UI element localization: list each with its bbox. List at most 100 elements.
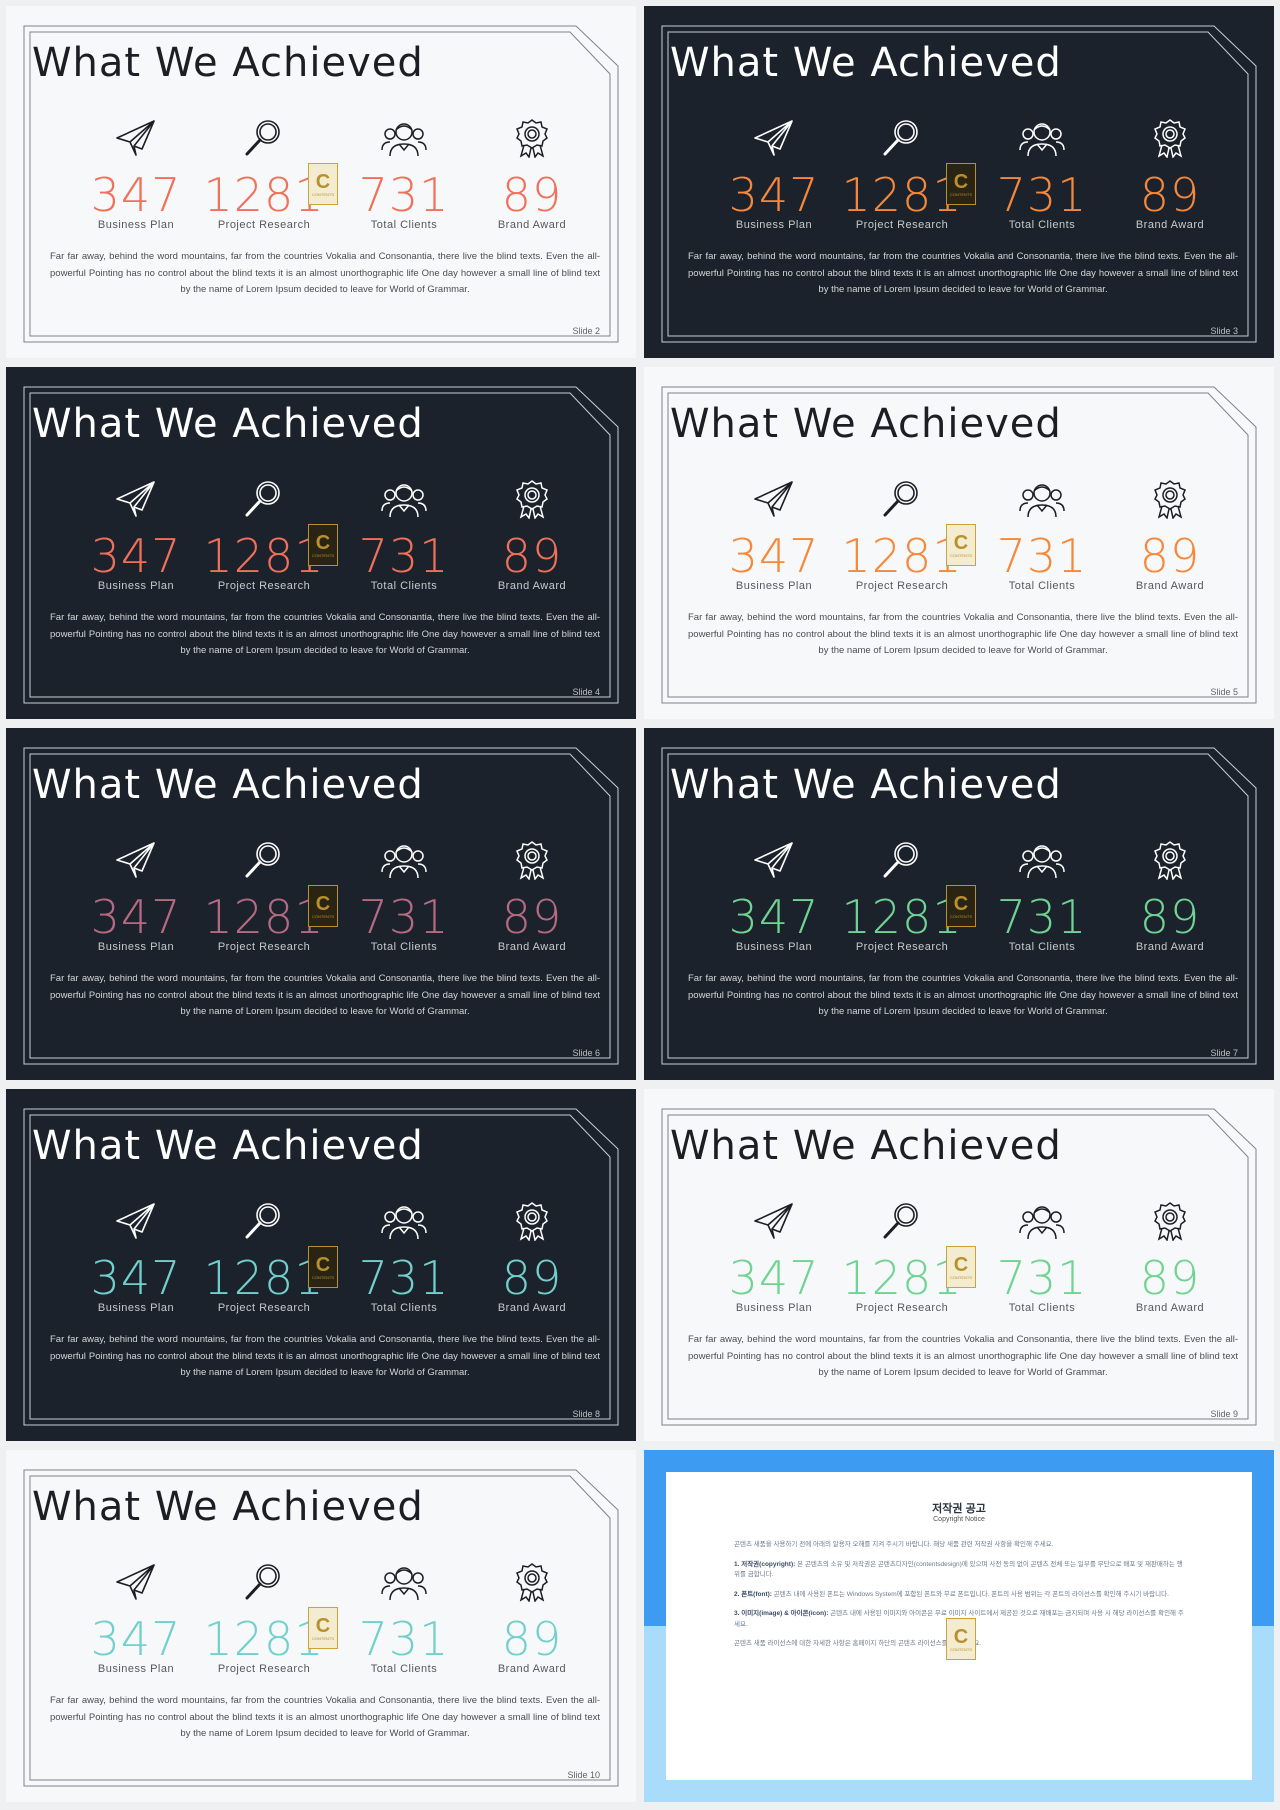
stat-item: 347 Business Plan [66,1201,206,1314]
slide-thumbnail[interactable]: What We Achieved 347 Business Plan 1281 Proj… [6,367,636,719]
notice-item-heading: 2. 폰트(font): [734,1590,774,1598]
slide-number: Slide 5 [1210,687,1238,697]
team-icon [972,840,1112,888]
stat-label: Brand Award [1135,941,1205,953]
stat-value: 731 [996,1251,1088,1305]
notice-footer: 곤텐츠 새품 라이선스에 대한 자세한 사항은 홈페이지 하단의 곤텐츠 라이선… [734,1640,982,1647]
stat-value: 1281 [203,529,325,583]
slide-body-text: Far far away, behind the word mountains,… [50,251,600,295]
stat-label: Total Clients [370,1663,438,1675]
slide-thumbnail[interactable]: What We Achieved 347 Business Plan 1281 Proj… [6,728,636,1080]
slide-body-text: Far far away, behind the word mountains,… [688,612,1238,656]
stat-value: 347 [728,168,820,222]
stat-label: Business Plan [735,219,813,231]
stat-value: 731 [358,1612,450,1666]
contents-logo-badge: C CONTENTS [946,885,976,927]
magnifier-icon [832,1201,972,1249]
stat-label: Total Clients [370,1302,438,1314]
stat-value: 731 [358,529,450,583]
stat-label: Business Plan [97,1663,175,1675]
paper-plane-icon [704,118,844,166]
stat-item: 347 Business Plan [704,118,844,231]
team-icon [972,1201,1112,1249]
stat-value: 1281 [203,168,325,222]
contents-logo-badge: C CONTENTS [308,1607,338,1649]
stat-value: 347 [90,1251,182,1305]
stat-item: 731 Total Clients [334,1201,474,1314]
stat-value: 1281 [203,1612,325,1666]
stat-item: 89 Brand Award [1100,840,1240,953]
slide-thumbnail[interactable]: What We Achieved 347 Business Plan 1281 Proj… [6,1450,636,1802]
stat-label: Brand Award [1135,1302,1205,1314]
slide-title: What We Achieved [670,40,1062,86]
slide-thumbnail[interactable]: What We Achieved 347 Business Plan 1281 Proj… [644,367,1274,719]
slide-thumbnail[interactable]: What We Achieved 347 Business Plan 1281 Proj… [6,6,636,358]
slide-thumbnail[interactable]: What We Achieved 347 Business Plan 1281 Proj… [644,6,1274,358]
stat-value: 89 [1139,1251,1201,1305]
slide-title: What We Achieved [32,40,424,86]
notice-item: 3. 이미지(image) & 아이콘(icon): 곤텐츠 내에 사용된 이미… [734,1609,1184,1630]
stats-row: 347 Business Plan 1281 Project Research 731 T… [704,118,1224,238]
notice-subtitle: Copyright Notice [933,1516,985,1523]
magnifier-icon [194,1562,334,1610]
stat-item: 731 Total Clients [334,479,474,592]
stat-value: 731 [358,890,450,944]
stat-item: 347 Business Plan [704,479,844,592]
stat-item: 1281 Project Research [194,840,334,953]
slide-title: What We Achieved [32,1484,424,1530]
stat-label: Brand Award [1135,580,1205,592]
slide-number: Slide 4 [572,687,600,697]
slide-number: Slide 6 [572,1048,600,1058]
award-ribbon-icon [462,479,602,527]
stat-value: 347 [90,168,182,222]
stat-item: 89 Brand Award [462,1201,602,1314]
stats-row: 347 Business Plan 1281 Project Research 731 T… [66,1562,586,1682]
stat-item: 731 Total Clients [972,840,1112,953]
paper-plane-icon [704,840,844,888]
stat-value: 1281 [841,1251,963,1305]
stat-label: Brand Award [497,219,567,231]
contents-logo-badge: C CONTENTS [946,1246,976,1288]
copyright-notice-slide[interactable]: 저작권 공고 Copyright Notice 곤텐츠 새품을 사용하기 전에 아래… [644,1450,1274,1802]
stat-label: Total Clients [1008,941,1076,953]
magnifier-icon [194,479,334,527]
stat-item: 1281 Project Research [194,118,334,231]
slide-number: Slide 10 [567,1770,600,1780]
slide-body-text: Far far away, behind the word mountains,… [50,612,600,656]
stat-value: 731 [996,168,1088,222]
slide-title: What We Achieved [670,762,1062,808]
stat-item: 1281 Project Research [832,840,972,953]
team-icon [334,118,474,166]
award-ribbon-icon [462,1201,602,1249]
paper-plane-icon [704,1201,844,1249]
award-ribbon-icon [1100,1201,1240,1249]
slide-number: Slide 8 [572,1409,600,1419]
slide-title: What We Achieved [32,762,424,808]
stats-row: 347 Business Plan 1281 Project Research 731 T… [66,840,586,960]
slide-thumbnail[interactable]: What We Achieved 347 Business Plan 1281 Proj… [644,1089,1274,1441]
slide-title: What We Achieved [32,1123,424,1169]
stat-item: 1281 Project Research [832,479,972,592]
slide-number: Slide 3 [1210,326,1238,336]
slide-body-text: Far far away, behind the word mountains,… [688,251,1238,295]
team-icon [334,1201,474,1249]
notice-item-text: 곤텐츠 내에 사용된 이미지와 아이콘은 무료 이미지 사이트에서 제공된 것으… [734,1610,1184,1628]
stat-item: 347 Business Plan [66,118,206,231]
stat-value: 347 [90,529,182,583]
slide-thumbnail[interactable]: What We Achieved 347 Business Plan 1281 Proj… [6,1089,636,1441]
notice-item-text: 곤텐츠 내에 사용된 폰트는 Windows System에 포함된 폰트와 무… [773,1590,1169,1598]
stat-item: 1281 Project Research [194,479,334,592]
stat-value: 347 [728,890,820,944]
contents-logo-badge: C CONTENTS [946,163,976,205]
contents-logo-badge: C CONTENTS [308,1246,338,1288]
paper-plane-icon [66,118,206,166]
stat-value: 731 [358,168,450,222]
stat-item: 1281 Project Research [832,1201,972,1314]
stat-value: 347 [728,1251,820,1305]
stat-item: 89 Brand Award [462,840,602,953]
stat-item: 1281 Project Research [194,1562,334,1675]
slide-thumbnail[interactable]: What We Achieved 347 Business Plan 1281 Proj… [644,728,1274,1080]
contents-logo-badge: C CONTENTS [946,1618,976,1660]
stat-item: 731 Total Clients [972,118,1112,231]
stat-value: 731 [996,890,1088,944]
